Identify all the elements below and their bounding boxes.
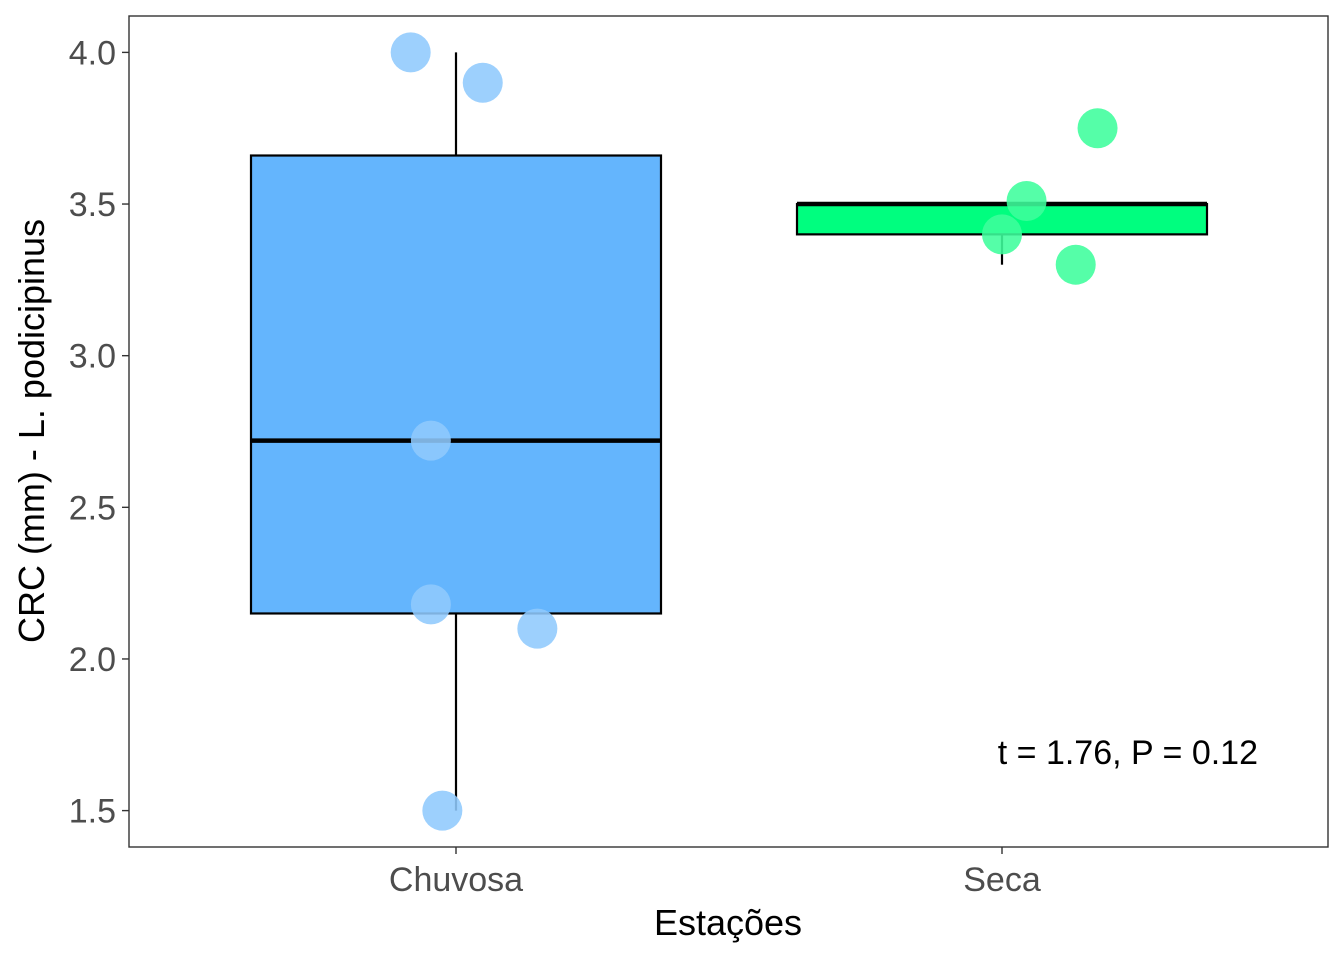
boxes-layer: [249, 52, 1209, 811]
data-point-seca: [1055, 244, 1096, 285]
data-point-seca: [1077, 108, 1118, 149]
y-tick-label: 3.0: [69, 338, 116, 376]
x-tick-label: Chuvosa: [389, 861, 523, 899]
y-tick-label: 2.5: [69, 489, 116, 527]
box-chuvosa: [249, 154, 663, 615]
y-tick-label: 4.0: [69, 34, 116, 72]
data-point-chuvosa: [462, 62, 503, 103]
x-tick-label: Seca: [963, 861, 1041, 899]
y-axis-title: CRC (mm) - L. podicipinus: [11, 219, 52, 643]
y-axis: 1.5 2.0 2.5 3.0 3.5 4.0: [69, 34, 129, 831]
x-axis: Chuvosa Seca: [389, 847, 1041, 899]
points-layer: [390, 32, 1118, 831]
data-point-chuvosa: [410, 420, 451, 461]
data-point-seca: [982, 214, 1022, 255]
x-axis-title: Estações: [654, 902, 802, 943]
y-tick-label: 3.5: [69, 186, 116, 224]
y-tick-label: 1.5: [69, 793, 116, 831]
data-point-chuvosa: [410, 584, 451, 625]
data-point-chuvosa: [517, 608, 558, 649]
y-tick-label: 2.0: [69, 641, 116, 679]
data-point-chuvosa: [390, 32, 431, 73]
data-point-seca: [1006, 181, 1047, 222]
data-point-chuvosa: [422, 790, 463, 831]
stat-annotation: t = 1.76, P = 0.12: [998, 734, 1258, 772]
